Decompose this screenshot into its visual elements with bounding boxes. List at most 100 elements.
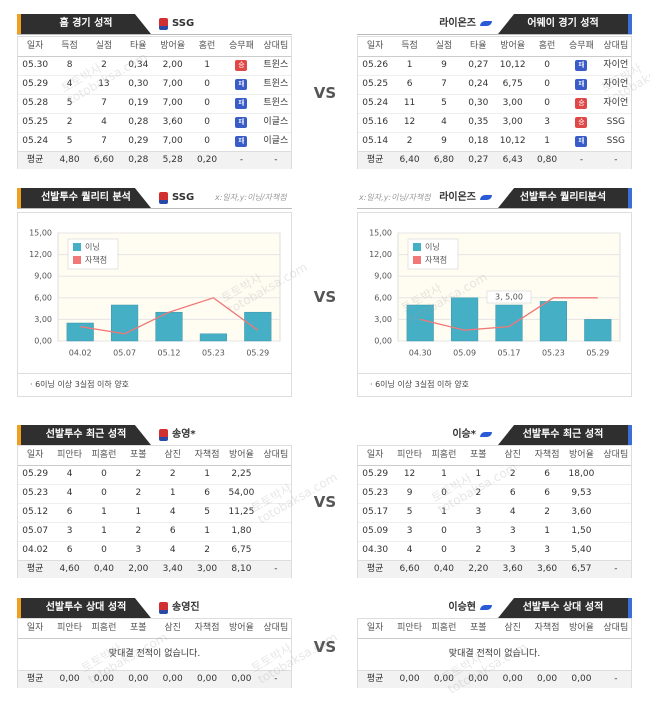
- axis-note: x:일자,y:이닝/자책점: [359, 193, 431, 202]
- average-cell: 0,28: [128, 155, 149, 165]
- average-cell: -: [579, 155, 584, 165]
- column-header: 승무패: [229, 41, 254, 51]
- table-cell: 05.29: [22, 79, 49, 89]
- table-cell: 4: [66, 79, 73, 89]
- result-icon: 패: [235, 79, 248, 90]
- average-cell: 0,40: [93, 564, 114, 574]
- table-cell: 05.28: [22, 98, 49, 108]
- table-cell: 1: [441, 469, 447, 479]
- row-rule: [18, 75, 291, 76]
- table-cell: 2: [475, 545, 482, 555]
- legend-label: 이닝: [425, 242, 440, 252]
- table-cell: 이글스: [263, 117, 289, 127]
- vs-label: VS: [313, 638, 337, 656]
- table-cell: 5: [406, 507, 413, 517]
- legend-label: 자책점: [425, 255, 447, 265]
- average-cell: 8,10: [231, 564, 252, 574]
- column-header: 일자: [26, 623, 44, 633]
- table-cell: 05.26: [362, 60, 389, 70]
- average-cell: 0,00: [571, 674, 592, 684]
- table-cell: 8: [66, 60, 73, 70]
- team-name: 이승현: [448, 602, 476, 613]
- table-cell: 2: [169, 469, 176, 479]
- quality-note: · 6이닝 이상 3실점 이하 양호: [370, 380, 470, 389]
- table-cell: 5: [66, 136, 73, 146]
- table-cell: 0,29: [128, 136, 149, 146]
- table-cell: 10,12: [499, 60, 526, 70]
- stats-table: 일자 피안타 피홈런 포볼 삼진 자책점 방어율 상대팀 05.29 4 0 2 2 1 2,25 05.23…: [17, 445, 292, 578]
- average-cell: 0,00: [502, 674, 523, 684]
- column-header: 포볼: [470, 623, 487, 633]
- column-header: 일자: [26, 41, 44, 51]
- header-tab: 선발투수 상대 성적: [17, 598, 151, 618]
- table-cell: 05.23: [362, 488, 389, 498]
- table-cell: 0: [544, 79, 550, 89]
- table-cell: 3: [509, 526, 516, 536]
- result-cell: 패: [224, 75, 258, 94]
- vs-label: VS: [313, 288, 337, 306]
- average-cell: -: [274, 674, 278, 684]
- legend-label: 자책점: [85, 255, 107, 265]
- row-rule: [358, 503, 631, 504]
- row-rule: [18, 522, 291, 523]
- average-bg: [358, 560, 631, 578]
- note-rule: [18, 373, 291, 374]
- header-rule: [17, 34, 292, 35]
- table-cell: 6,75: [231, 545, 252, 555]
- table-cell: 05.25: [22, 117, 49, 127]
- table-cell: 2: [475, 488, 482, 498]
- average-cell: -: [274, 155, 278, 165]
- table-cell: 7,00: [162, 136, 183, 146]
- table-cell: 1: [441, 507, 447, 517]
- team-name: 송영진: [172, 602, 200, 613]
- average-cell: 0,00: [162, 674, 183, 684]
- table-cell: 0,18: [468, 136, 489, 146]
- y-tick-label: 6,00: [34, 293, 52, 302]
- annotation: 3, 5,00: [495, 293, 523, 302]
- legend-swatch: [413, 256, 421, 264]
- column-header: 타율: [130, 41, 147, 51]
- column-header: 방어율: [569, 623, 594, 633]
- chart-panel: 0,00 3,00 6,00 9,00 12,00 15,00 04.30 05.09 05.1…: [357, 212, 632, 397]
- table-cell: 9: [406, 488, 413, 498]
- header-tab: 홈 경기 성적: [17, 14, 151, 34]
- table-cell: 3: [509, 545, 516, 555]
- table-cell: 0: [441, 488, 447, 498]
- table-cell: 4: [169, 507, 176, 517]
- average-cell: 6,80: [433, 155, 454, 165]
- table-cell: 1: [204, 60, 210, 70]
- column-header: 삼진: [504, 623, 521, 633]
- column-header: 득점: [401, 41, 418, 51]
- column-header: 삼진: [164, 450, 181, 460]
- average-cell: 6,43: [502, 155, 523, 165]
- row-rule: [18, 94, 291, 95]
- table-cell: 05.23: [22, 488, 49, 498]
- table-cell: 1: [101, 507, 107, 517]
- row-rule: [18, 132, 291, 133]
- table-cell: 12: [403, 117, 416, 127]
- table-cell: 4: [169, 545, 176, 555]
- table-cell: 0,28: [128, 117, 149, 127]
- vs-label: VS: [313, 84, 337, 102]
- table-cell: 4: [406, 545, 413, 555]
- table-cell: 트윈스: [263, 60, 289, 70]
- column-header: 홈런: [198, 41, 216, 51]
- column-header: 삼진: [504, 450, 521, 460]
- stats-table: 일자 피안타 피홈런 포볼 삼진 자책점 방어율 상대팀 맞대결 전적이 없습니다. 평균 0,00…: [17, 618, 292, 688]
- table-cell: 05.30: [22, 60, 49, 70]
- team-icon: [159, 429, 168, 441]
- bar: [406, 304, 434, 342]
- header-tab: 선발투수 퀄리티분석: [498, 188, 632, 208]
- team-icon: [480, 195, 492, 200]
- table-cell: 3: [544, 545, 550, 555]
- average-cell: 0,00: [537, 674, 558, 684]
- table-cell: 0,30: [128, 79, 149, 89]
- average-cell: 6,40: [399, 155, 420, 165]
- axis-note: x:일자,y:이닝/자책점: [215, 193, 287, 202]
- column-header: 승무패: [569, 41, 594, 51]
- column-header: 자책점: [534, 450, 560, 460]
- column-header: 방어율: [229, 623, 254, 633]
- column-header: 피안타: [57, 450, 82, 460]
- column-header: 포볼: [130, 450, 147, 460]
